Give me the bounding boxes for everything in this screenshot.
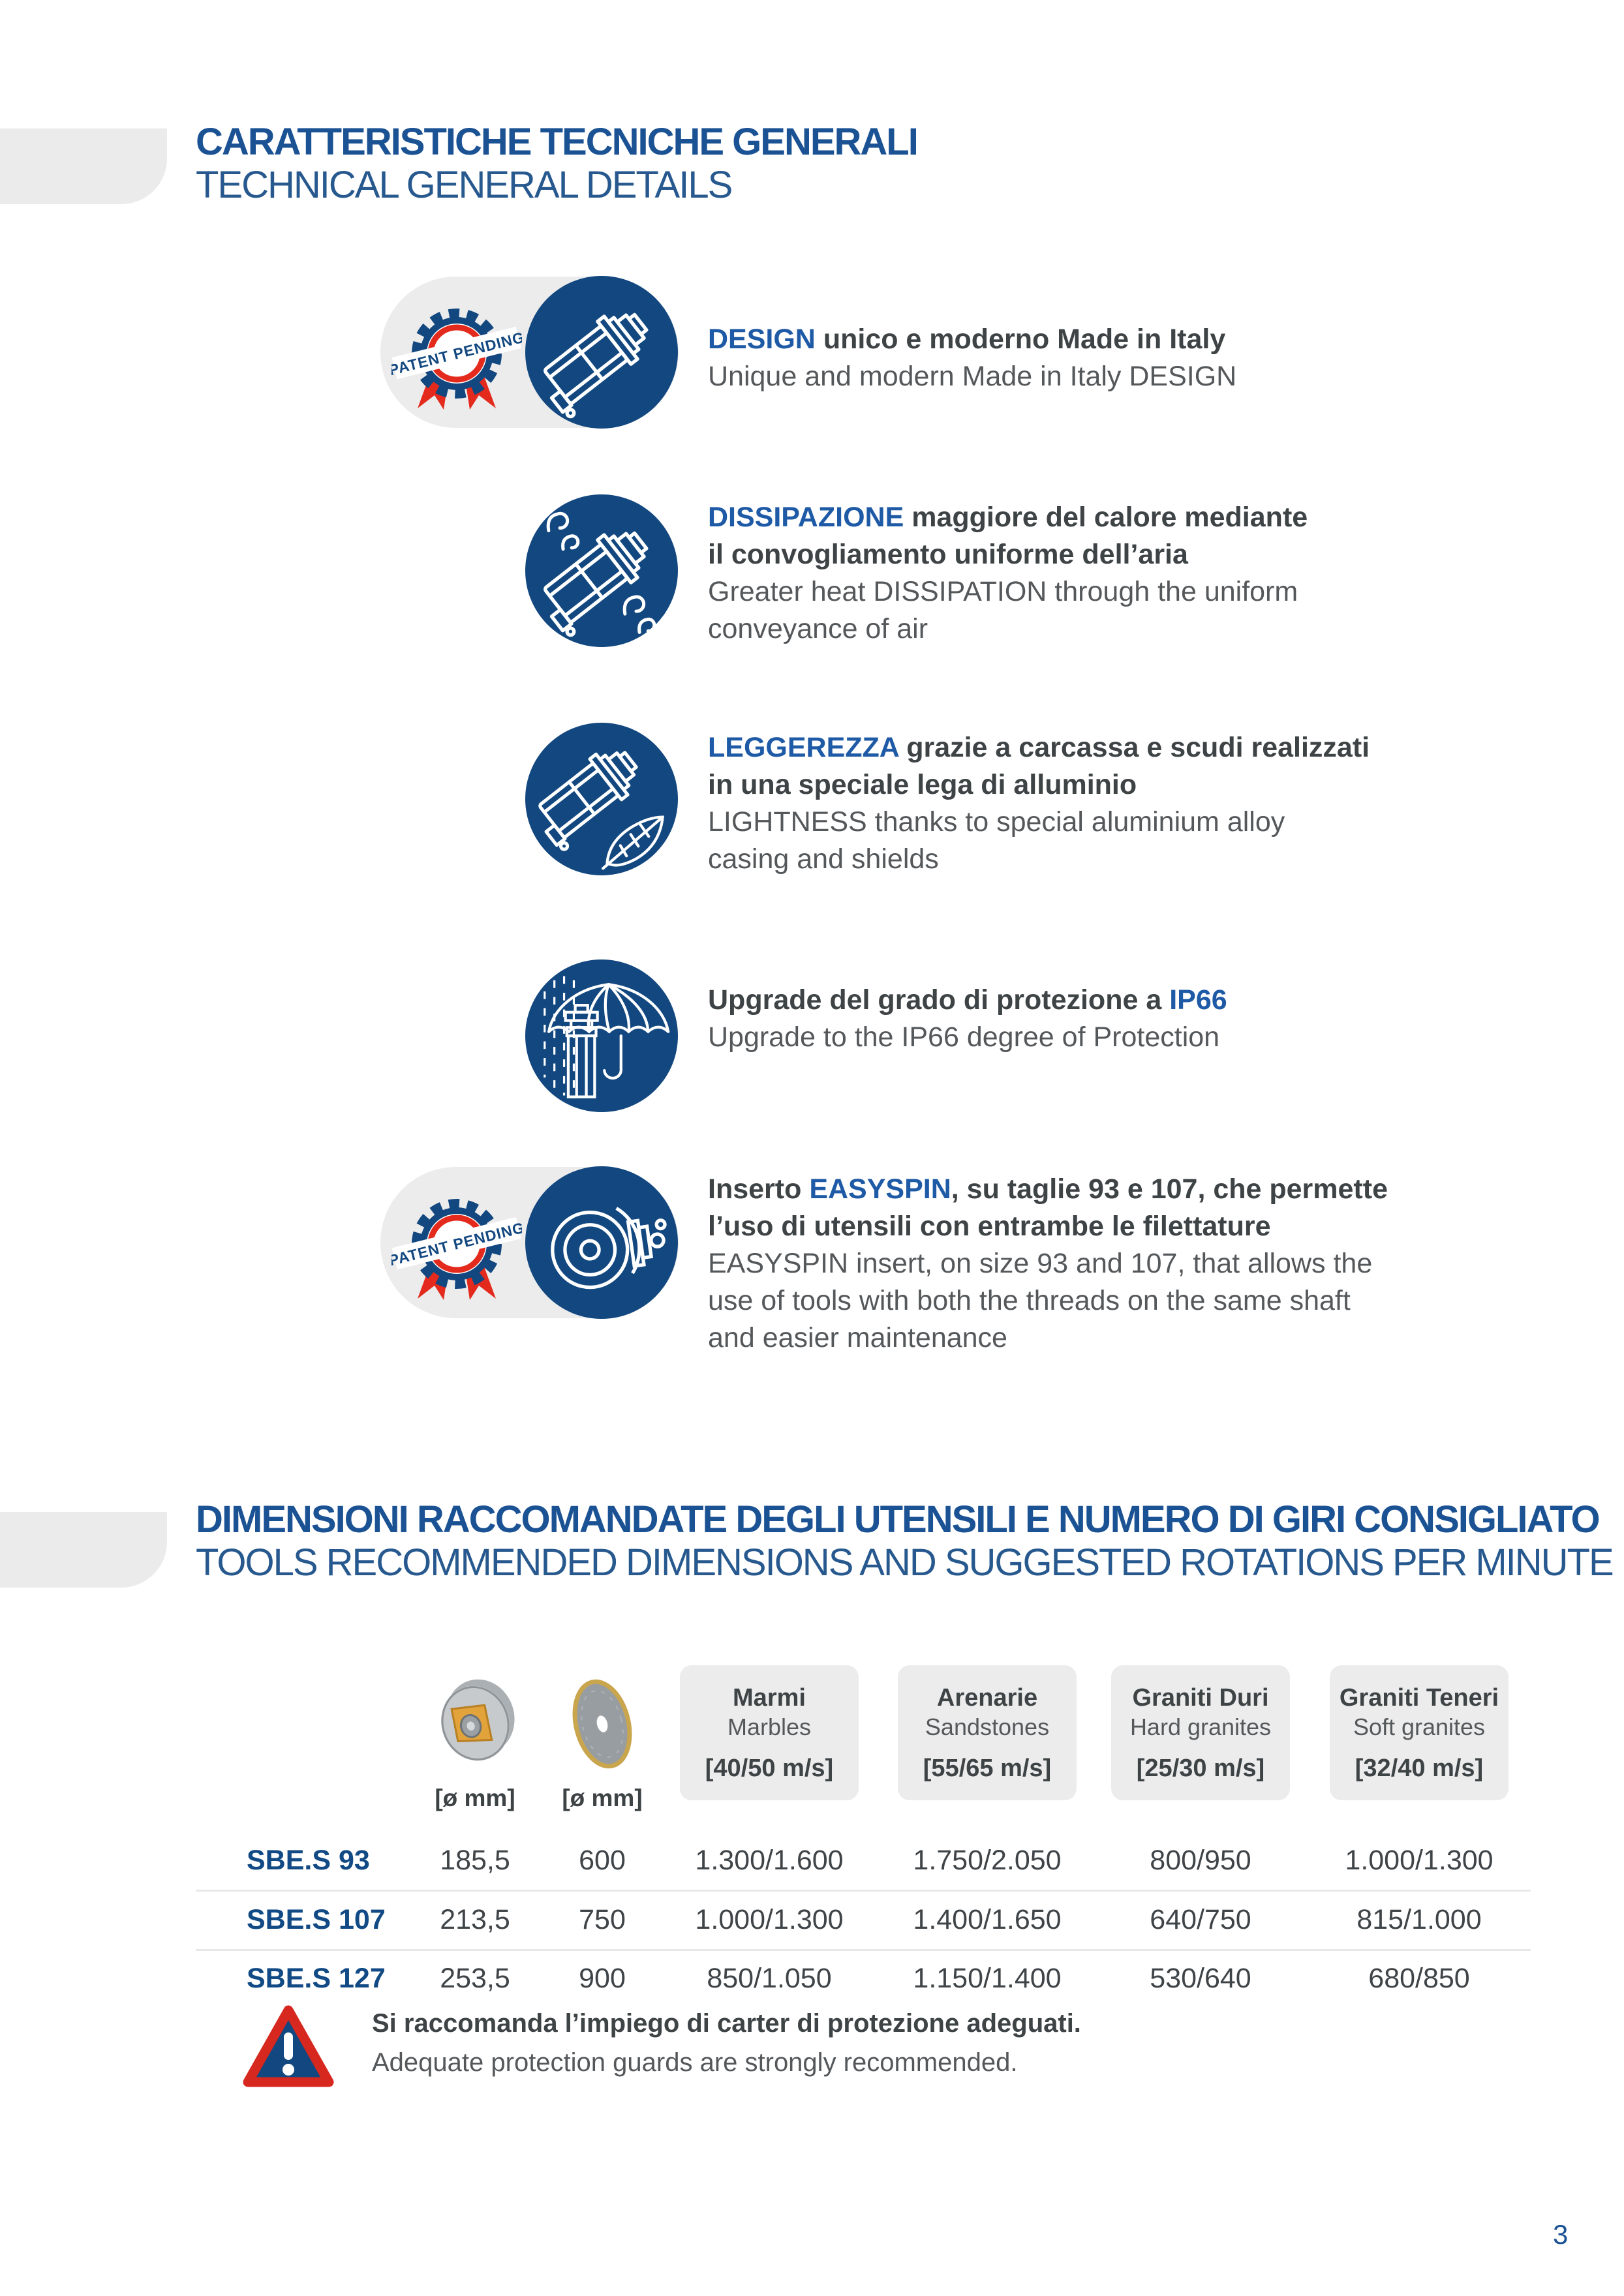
feature-keyword: IP66 xyxy=(1169,984,1227,1016)
material-translation: Soft granites xyxy=(1353,1714,1486,1740)
material-speed: [25/30 m/s] xyxy=(1136,1755,1265,1782)
motor-feather-icon xyxy=(525,723,678,875)
table-cell-value: 1.750/2.050 xyxy=(913,1845,1062,1876)
model-name: SBE.S 127 xyxy=(247,1963,386,1994)
material-name: Marmi xyxy=(733,1684,806,1712)
table-cell-value: 815/1.000 xyxy=(1356,1904,1482,1935)
feature-keyword: DISSIPAZIONE xyxy=(708,502,904,533)
feature-translation-line: Upgrade to the IP66 degree of Protection xyxy=(708,1021,1220,1053)
table-cell-value: 900 xyxy=(579,1963,626,1994)
material-translation: Hard granites xyxy=(1129,1714,1272,1740)
model-name: SBE.S 93 xyxy=(247,1845,370,1876)
feature-title-line: Upgrade del grado di protezione a IP66 xyxy=(708,982,1227,1019)
motor-icon xyxy=(525,276,678,429)
feature-title-text: maggiore del calore mediante xyxy=(904,502,1308,533)
patent-pending-badge: PATENT PENDING xyxy=(387,299,527,414)
feature-title-line: DISSIPAZIONE maggiore del calore mediant… xyxy=(708,499,1308,536)
table-cell-value: 1.300/1.600 xyxy=(695,1845,844,1876)
material-speed: [55/65 m/s] xyxy=(923,1755,1052,1782)
table-cell-value: 640/750 xyxy=(1150,1904,1251,1935)
feature-text: LEGGEREZZA grazie a carcassa e scudi rea… xyxy=(708,729,1370,878)
patent-pending-badge: PATENT PENDING xyxy=(387,1189,527,1304)
table-cell-value: 1.150/1.400 xyxy=(913,1963,1062,1994)
warning-text-en: Adequate protection guards are strongly … xyxy=(372,2048,1018,2077)
feature-title-text: in una speciale lega di alluminio xyxy=(708,769,1137,800)
feature-text: DESIGN unico e moderno Made in Italy Uniq… xyxy=(708,321,1236,395)
feature-title-text: grazie a carcassa e scudi realizzati xyxy=(898,732,1370,763)
feature-translation-line: use of tools with both the threads on th… xyxy=(708,1285,1351,1316)
feature-keyword: DESIGN xyxy=(708,324,816,355)
diameter-unit-label: [ø mm] xyxy=(435,1785,515,1811)
table-cell-value: 185,5 xyxy=(440,1845,510,1876)
row-separator xyxy=(196,1890,1531,1892)
table-cell-value: 213,5 xyxy=(440,1904,510,1935)
feature-title-text: Upgrade del grado di protezione a xyxy=(708,984,1170,1016)
feature-title-line: in una speciale lega di alluminio xyxy=(708,766,1370,804)
table-cell-value: 253,5 xyxy=(440,1963,510,1994)
feature-title-text: il convogliamento uniforme dell’aria xyxy=(708,539,1188,570)
row-separator xyxy=(196,1949,1531,1951)
section-tab xyxy=(0,128,167,204)
page-title: CARATTERISTICHE TECNICHE GENERALI xyxy=(196,121,919,163)
material-speed: [32/40 m/s] xyxy=(1355,1755,1484,1782)
section2-title: DIMENSIONI RACCOMANDATE DEGLI UTENSILI E… xyxy=(196,1498,1601,1541)
material-translation: Sandstones xyxy=(925,1714,1050,1740)
grinding-wheel-icon xyxy=(423,1669,527,1778)
feature-text: Inserto EASYSPIN, su taglie 93 e 107, ch… xyxy=(708,1171,1388,1357)
warning-text-it: Si raccomanda l’impiego di carter di pro… xyxy=(372,2009,1081,2038)
feature-title-text: Inserto xyxy=(708,1173,810,1205)
feature-title-text: unico e moderno Made in Italy xyxy=(815,324,1226,355)
table-cell-value: 750 xyxy=(579,1904,626,1935)
feature-translation-line: Unique and modern Made in Italy DESIGN xyxy=(708,361,1237,392)
warning-icon xyxy=(240,2001,337,2092)
material-column-header: Marmi Marbles [40/50 m/s] xyxy=(680,1665,859,1800)
feature-title-text: l’uso di utensili con entrambe le filett… xyxy=(708,1211,1271,1242)
feature-title-line: Inserto EASYSPIN, su taglie 93 e 107, ch… xyxy=(708,1171,1388,1208)
section2-subtitle: TOOLS RECOMMENDED DIMENSIONS AND SUGGEST… xyxy=(196,1541,1614,1584)
feature-title-line: il convogliamento uniforme dell’aria xyxy=(708,536,1308,573)
feature-title-line: LEGGEREZZA grazie a carcassa e scudi rea… xyxy=(708,729,1370,766)
material-translation: Marbles xyxy=(727,1714,812,1740)
cutting-disc-icon xyxy=(557,1671,648,1777)
feature-keyword: LEGGEREZZA xyxy=(708,732,899,763)
table-cell-value: 530/640 xyxy=(1150,1963,1251,1994)
table-cell-value: 1.400/1.650 xyxy=(913,1904,1062,1935)
feature-translation-line: and easier maintenance xyxy=(708,1322,1007,1353)
table-cell-value: 680/850 xyxy=(1368,1963,1470,1994)
material-column-header: Graniti Teneri Soft granites [32/40 m/s] xyxy=(1330,1665,1509,1800)
table-cell-value: 850/1.050 xyxy=(707,1963,832,1994)
feature-translation-line: casing and shields xyxy=(708,843,939,875)
page-number: 3 xyxy=(1553,2219,1569,2250)
page-subtitle: TECHNICAL GENERAL DETAILS xyxy=(196,164,733,206)
motor-airflow-icon xyxy=(525,494,678,647)
section-tab-2 xyxy=(0,1512,167,1588)
feature-translation-line: Greater heat DISSIPATION through the uni… xyxy=(708,576,1298,607)
feature-title-line: l’uso di utensili con entrambe le filett… xyxy=(708,1208,1388,1245)
diameter-unit-label: [ø mm] xyxy=(562,1785,643,1811)
material-name: Graniti Teneri xyxy=(1339,1684,1499,1712)
table-cell-value: 1.000/1.300 xyxy=(695,1904,844,1935)
feature-title-text: , su taglie 93 e 107, che permette xyxy=(951,1173,1388,1205)
material-speed: [40/50 m/s] xyxy=(705,1755,834,1782)
material-column-header: Graniti Duri Hard granites [25/30 m/s] xyxy=(1111,1665,1290,1800)
material-column-header: Arenarie Sandstones [55/65 m/s] xyxy=(898,1665,1077,1800)
feature-title-line: DESIGN unico e moderno Made in Italy xyxy=(708,321,1236,358)
model-name: SBE.S 107 xyxy=(247,1904,386,1935)
feature-text: DISSIPAZIONE maggiore del calore mediant… xyxy=(708,499,1308,648)
feature-translation-line: LIGHTNESS thanks to special aluminium al… xyxy=(708,806,1285,838)
feature-translation-line: conveyance of air xyxy=(708,613,928,644)
motor-section-icon xyxy=(525,1166,678,1319)
feature-keyword: EASYSPIN xyxy=(809,1173,951,1205)
table-cell-value: 800/950 xyxy=(1150,1845,1251,1876)
table-cell-value: 600 xyxy=(579,1845,626,1876)
material-name: Arenarie xyxy=(936,1684,1038,1712)
material-name: Graniti Duri xyxy=(1132,1684,1269,1712)
table-cell-value: 1.000/1.300 xyxy=(1345,1845,1494,1876)
umbrella-rain-icon xyxy=(525,959,678,1112)
feature-text: Upgrade del grado di protezione a IP66 Up… xyxy=(708,982,1227,1056)
feature-translation-line: EASYSPIN insert, on size 93 and 107, tha… xyxy=(708,1248,1373,1279)
